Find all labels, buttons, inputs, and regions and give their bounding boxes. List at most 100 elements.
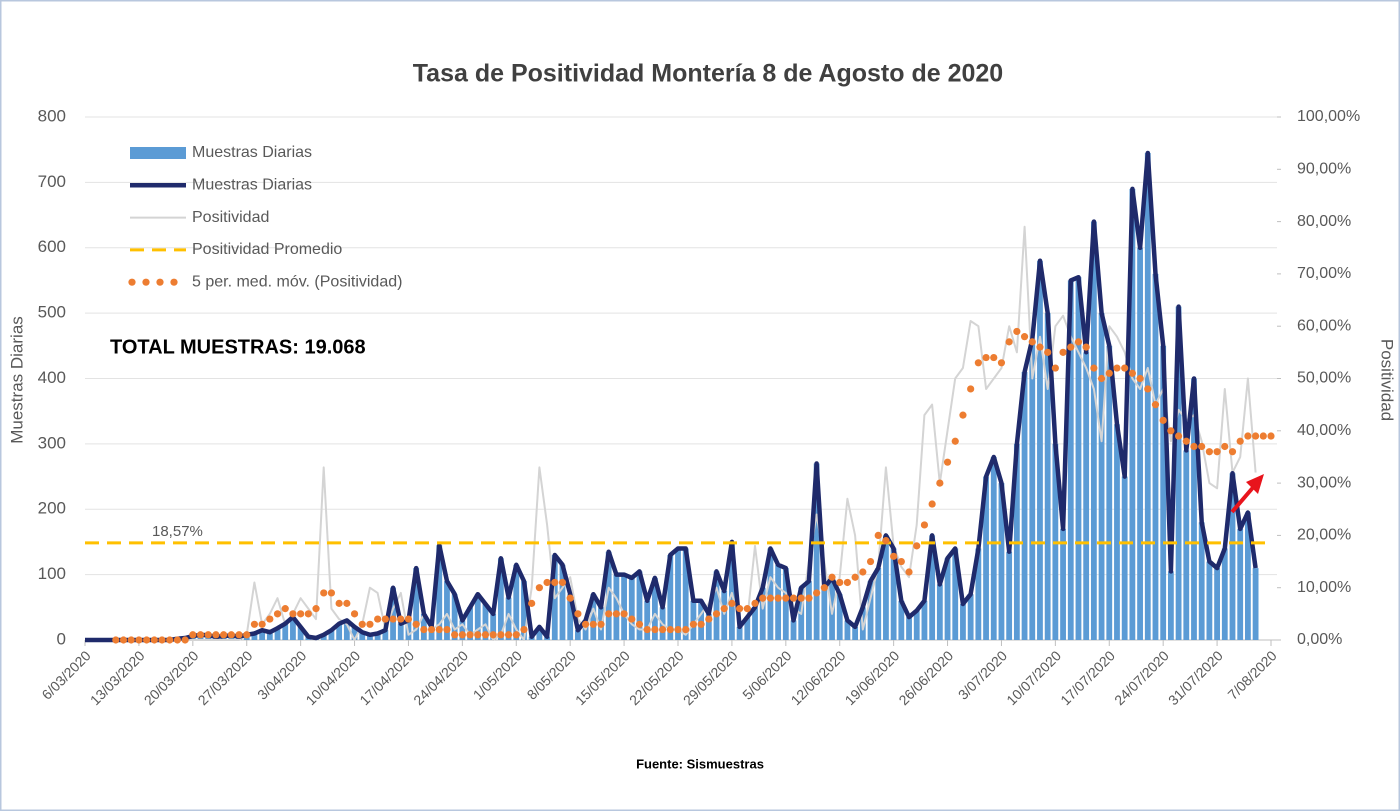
moving-average-dot <box>774 594 782 602</box>
moving-average-dot <box>312 605 320 613</box>
moving-average-dot <box>1020 333 1029 341</box>
moving-average-dot <box>420 625 428 634</box>
moving-average-dot <box>674 625 682 634</box>
moving-average-dot <box>1259 432 1267 440</box>
moving-average-dot <box>928 500 936 508</box>
moving-average-dot <box>358 620 366 628</box>
y2-tick-label: 0,00% <box>1297 631 1342 648</box>
bar <box>482 604 489 640</box>
moving-average-dot <box>327 589 336 597</box>
bar <box>1006 551 1013 640</box>
moving-average-dot <box>1251 432 1260 440</box>
bar <box>574 630 581 640</box>
line <box>85 150 1258 643</box>
bar <box>1129 188 1136 640</box>
bar <box>1221 548 1228 640</box>
moving-average-dot <box>620 610 628 618</box>
bar <box>644 600 651 640</box>
y2-tick-label: 20,00% <box>1297 527 1351 544</box>
y2-tick-label: 50,00% <box>1297 370 1351 387</box>
moving-average-dot <box>273 610 282 618</box>
moving-average-dot <box>1236 437 1244 445</box>
moving-average-dot <box>936 479 944 487</box>
bar <box>721 590 728 640</box>
moving-average-dot <box>1221 442 1229 451</box>
y-tick-label: 100 <box>38 564 66 583</box>
moving-average-dot <box>990 353 998 362</box>
bar <box>836 594 843 640</box>
bar <box>536 626 543 640</box>
y-tick-label: 700 <box>38 172 66 191</box>
moving-average-dot <box>697 620 705 628</box>
moving-average-dot <box>859 568 867 576</box>
bar <box>559 564 566 640</box>
moving-average-dot <box>119 636 128 644</box>
moving-average-dot <box>374 615 382 623</box>
moving-average-dot <box>528 599 536 607</box>
moving-average-dot <box>535 584 543 592</box>
moving-average-dot <box>112 636 120 644</box>
moving-average-dot <box>1028 338 1036 346</box>
y-tick-label: 200 <box>38 499 66 518</box>
bar <box>636 571 643 640</box>
bar <box>675 548 681 640</box>
moving-average-dot <box>605 610 613 618</box>
bar <box>752 607 758 640</box>
bar <box>351 626 358 640</box>
moving-average-dot <box>943 458 952 466</box>
bar <box>343 620 350 640</box>
moving-average-dot <box>1267 432 1275 440</box>
bar <box>397 623 404 640</box>
moving-average-dot <box>1190 442 1198 451</box>
moving-average-dot <box>1044 348 1052 356</box>
bar <box>867 581 874 640</box>
moving-average-dot <box>1144 385 1152 393</box>
moving-average-dot <box>951 437 959 445</box>
bar <box>567 594 574 640</box>
moving-average-dot <box>1228 448 1237 456</box>
bar <box>521 581 527 640</box>
bar <box>698 600 705 640</box>
moving-average-dot <box>350 610 359 618</box>
moving-average-dot <box>520 625 528 634</box>
moving-average-dot <box>820 584 828 592</box>
bar <box>444 581 450 640</box>
moving-average-dot <box>1082 343 1090 351</box>
moving-average-dot <box>335 599 343 607</box>
bar <box>975 548 982 640</box>
bar <box>290 617 296 640</box>
moving-average-dot <box>158 636 166 644</box>
moving-average-dot <box>389 615 397 623</box>
bar <box>390 587 396 640</box>
moving-average-dot <box>243 631 251 639</box>
moving-average-dot <box>427 625 436 634</box>
bar <box>960 604 966 640</box>
moving-average-dot <box>682 625 690 634</box>
y-axis-title: Muestras Diarias <box>7 316 26 444</box>
moving-average-dot <box>1005 338 1013 346</box>
bar <box>1160 345 1167 640</box>
moving-average-dot <box>1136 374 1144 383</box>
moving-average-dot <box>443 625 451 634</box>
moving-average-dot <box>212 631 220 639</box>
legend-swatch <box>156 278 164 286</box>
bar <box>1167 571 1174 640</box>
bar <box>490 613 497 640</box>
bar <box>328 630 335 640</box>
bar <box>983 476 989 640</box>
moving-average-dot <box>1074 338 1083 346</box>
moving-average-dot <box>1059 348 1067 356</box>
moving-average-dot <box>1244 432 1252 440</box>
moving-average-dot <box>289 610 297 618</box>
moving-average-dot <box>166 636 174 644</box>
y-tick-label: 800 <box>38 106 66 125</box>
bar <box>690 600 697 640</box>
moving-average-dot <box>343 599 351 607</box>
legend-swatch <box>142 278 150 286</box>
bar <box>1083 352 1090 640</box>
bar <box>1060 528 1066 640</box>
moving-average-dot <box>643 625 651 634</box>
bar <box>929 535 936 640</box>
moving-average-dot <box>905 568 913 576</box>
bar <box>1037 260 1043 640</box>
